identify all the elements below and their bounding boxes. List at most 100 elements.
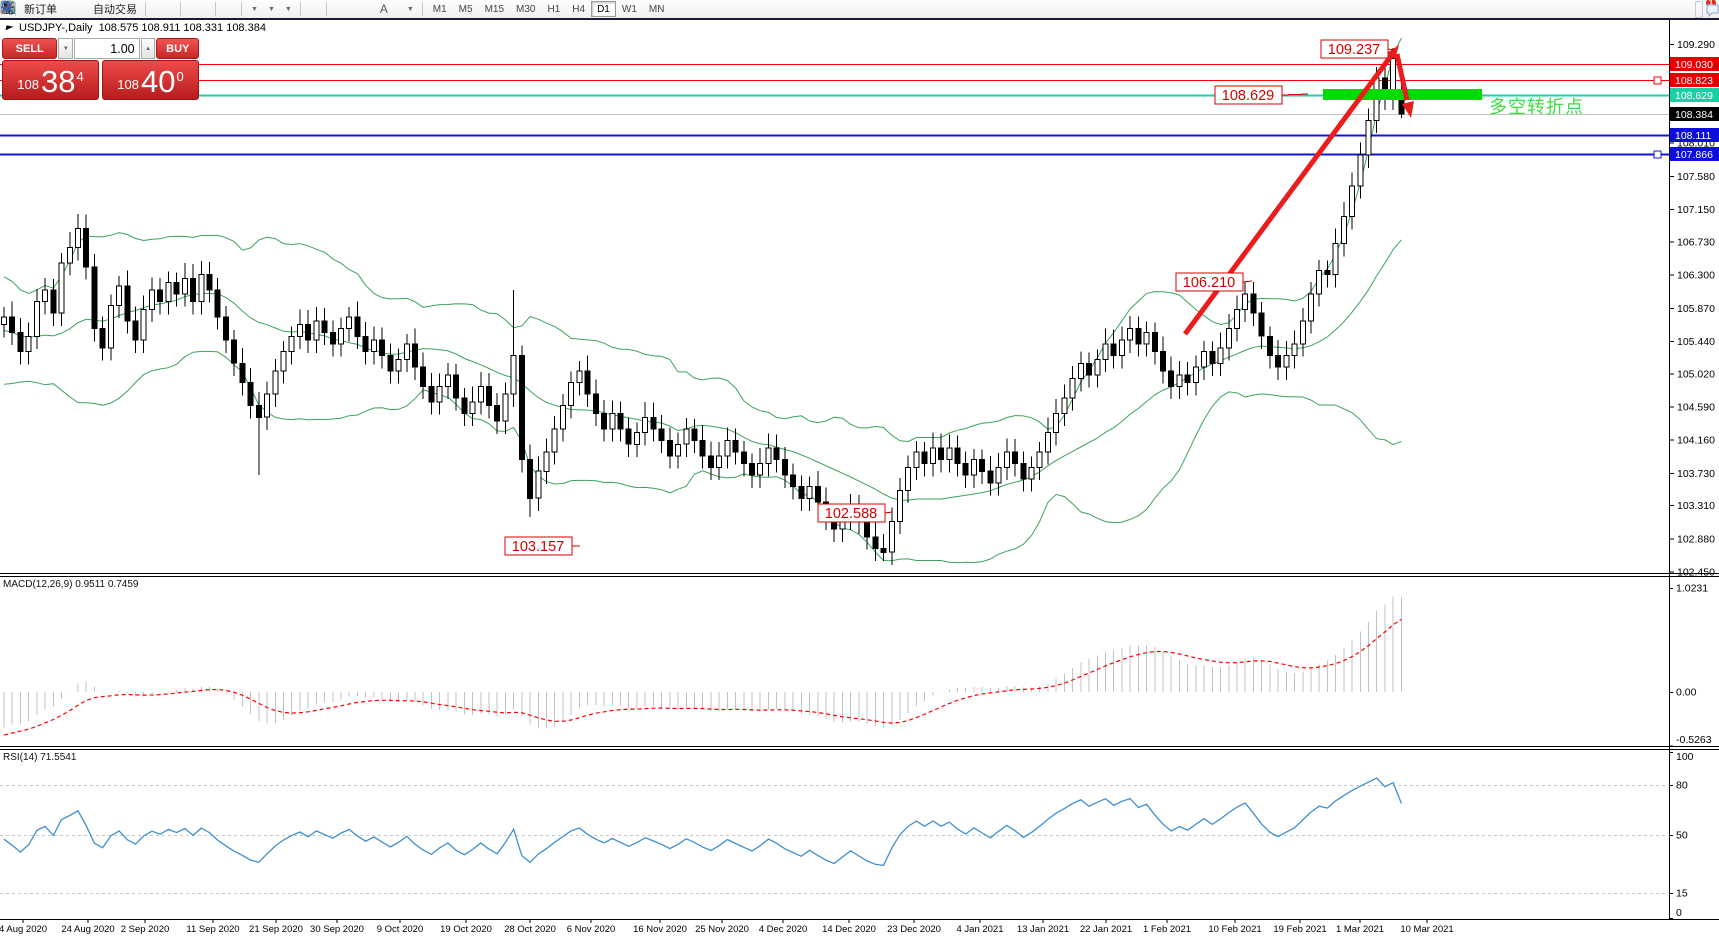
volume-decrease-button[interactable]: ▼ bbox=[58, 38, 74, 59]
price-annotation-labels[interactable]: 109.237 108.629 106.210 103.157 102.588 bbox=[504, 39, 1395, 556]
svg-text:30 Sep 2020: 30 Sep 2020 bbox=[310, 924, 364, 935]
sell-price-tile[interactable]: 108 38 4 bbox=[2, 60, 99, 100]
notification-count-badge: 1 bbox=[1706, 0, 1716, 8]
timeframe-M30[interactable]: M30 bbox=[516, 3, 536, 15]
svg-text:0.00: 0.00 bbox=[1676, 687, 1697, 699]
new-order-label: 新订单 bbox=[24, 4, 57, 16]
svg-text:10 Feb 2021: 10 Feb 2021 bbox=[1208, 924, 1261, 935]
timeframe-MN[interactable]: MN bbox=[648, 3, 665, 15]
volume-input[interactable]: 1.00 bbox=[74, 38, 140, 59]
svg-text:80: 80 bbox=[1676, 780, 1688, 792]
community-icon[interactable] bbox=[1, 1, 79, 18]
horizontal-level-lines[interactable] bbox=[0, 64, 1669, 159]
svg-text:4 Dec 2020: 4 Dec 2020 bbox=[759, 924, 808, 935]
new-order-button[interactable]: 新订单 bbox=[1, 0, 61, 18]
svg-text:102.880: 102.880 bbox=[1677, 533, 1715, 545]
svg-text:109.030: 109.030 bbox=[1675, 59, 1713, 71]
chart-ohlc-values: 108.575 108.911 108.331 108.384 bbox=[98, 22, 266, 34]
arrows-tool[interactable]: ▼ bbox=[2, 1, 418, 18]
chart-symbol-period: USDJPY-,Daily bbox=[19, 22, 93, 34]
svg-text:109.290: 109.290 bbox=[1677, 39, 1715, 51]
buy-button[interactable]: BUY bbox=[156, 38, 200, 59]
svg-text:25 Nov 2020: 25 Nov 2020 bbox=[695, 924, 749, 935]
styler-icon[interactable] bbox=[1, 1, 70, 18]
svg-text:4 Jan 2021: 4 Jan 2021 bbox=[956, 924, 1003, 935]
timeframe-M5[interactable]: M5 bbox=[458, 3, 473, 15]
support-zone-rectangle[interactable] bbox=[1323, 89, 1482, 100]
svg-text:14 Dec 2020: 14 Dec 2020 bbox=[822, 924, 876, 935]
notifications-icon[interactable]: 1 bbox=[1704, 0, 1719, 18]
separator bbox=[421, 2, 423, 16]
svg-text:103.157: 103.157 bbox=[512, 539, 564, 555]
timeframe-D1[interactable]: D1 bbox=[591, 1, 616, 17]
svg-text:104.590: 104.590 bbox=[1677, 401, 1715, 413]
new-chart-icon[interactable] bbox=[0, 1, 228, 18]
periods-button[interactable]: ▼ bbox=[1, 1, 279, 18]
zoom-out-icon[interactable] bbox=[1, 1, 202, 18]
svg-text:108.629: 108.629 bbox=[1222, 88, 1274, 104]
volume-increase-button[interactable]: ▲ bbox=[140, 38, 156, 59]
svg-text:103.310: 103.310 bbox=[1677, 500, 1715, 512]
svg-text:106.730: 106.730 bbox=[1677, 236, 1715, 248]
vertical-line-tool[interactable] bbox=[6, 1, 339, 18]
zoom-in-icon[interactable] bbox=[1, 1, 193, 18]
svg-text:103.730: 103.730 bbox=[1677, 468, 1715, 480]
svg-text:10 Mar 2021: 10 Mar 2021 bbox=[1400, 924, 1453, 935]
sell-price-point: 4 bbox=[76, 69, 84, 84]
sell-button[interactable]: SELL bbox=[2, 38, 58, 59]
toolbar: 新订单 自动交易 ▼ bbox=[0, 0, 1719, 20]
timeframe-H4[interactable]: H4 bbox=[572, 3, 586, 15]
svg-text:22 Jan 2021: 22 Jan 2021 bbox=[1080, 924, 1132, 935]
note-text[interactable]: 多空转折点 bbox=[1489, 97, 1584, 117]
svg-text:107.580: 107.580 bbox=[1677, 171, 1715, 183]
autotrade-button[interactable]: 自动交易 bbox=[0, 1, 141, 18]
timeframe-M15[interactable]: M15 bbox=[484, 3, 505, 15]
svg-text:1 Feb 2021: 1 Feb 2021 bbox=[1143, 924, 1191, 935]
svg-text:4 Aug 2020: 4 Aug 2020 bbox=[0, 924, 47, 935]
sell-price-pips: 38 bbox=[40, 64, 76, 100]
candlesticks bbox=[1, 48, 1405, 565]
svg-text:1.0231: 1.0231 bbox=[1676, 583, 1708, 595]
text-label-tool[interactable]: T bbox=[1, 1, 401, 18]
svg-text:MACD(12,26,9) 0.9511 0.7459: MACD(12,26,9) 0.9511 0.7459 bbox=[3, 579, 139, 590]
svg-text:107.866: 107.866 bbox=[1675, 149, 1713, 161]
bar-chart-icon[interactable] bbox=[1, 1, 158, 18]
chart-title: USDJPY-,Daily 108.575 108.911 108.331 10… bbox=[5, 22, 266, 34]
crosshair-tool[interactable] bbox=[1, 1, 322, 18]
horizontal-line-tool[interactable] bbox=[1, 1, 348, 18]
svg-text:19 Oct 2020: 19 Oct 2020 bbox=[440, 924, 492, 935]
line-chart-icon[interactable] bbox=[0, 1, 176, 18]
svg-text:11 Sep 2020: 11 Sep 2020 bbox=[186, 924, 239, 935]
separator bbox=[215, 2, 216, 16]
svg-text:106.300: 106.300 bbox=[1677, 270, 1715, 282]
templates-button[interactable]: ▼ bbox=[0, 1, 296, 18]
timeframe-H1[interactable]: H1 bbox=[547, 3, 561, 15]
timeframe-M1[interactable]: M1 bbox=[432, 3, 447, 15]
svg-text:15: 15 bbox=[1676, 888, 1688, 900]
svg-text:23 Dec 2020: 23 Dec 2020 bbox=[887, 924, 941, 935]
tile-windows-icon[interactable] bbox=[1, 1, 211, 18]
svg-text:102.450: 102.450 bbox=[1677, 567, 1715, 579]
search-icon[interactable] bbox=[1, 0, 1703, 18]
buy-price-point: 0 bbox=[176, 69, 184, 84]
profile-window-icon[interactable] bbox=[0, 1, 237, 18]
cursor-tool[interactable] bbox=[4, 1, 313, 18]
buy-price-tile[interactable]: 108 40 0 bbox=[102, 60, 199, 100]
svg-text:24 Aug 2020: 24 Aug 2020 bbox=[61, 924, 114, 935]
candlestick-chart-icon[interactable] bbox=[2, 1, 167, 18]
svg-text:108.629: 108.629 bbox=[1675, 90, 1713, 102]
text-tool[interactable]: A bbox=[379, 2, 388, 16]
equidistant-channel-tool[interactable]: E bbox=[0, 1, 366, 18]
indicators-button[interactable]: ▼ bbox=[0, 1, 262, 18]
signal-icon[interactable] bbox=[2, 1, 88, 18]
timeframe-W1[interactable]: W1 bbox=[621, 3, 637, 15]
price-axis: 109.290108.010107.580107.150106.730106.3… bbox=[1669, 39, 1719, 579]
separator bbox=[145, 2, 146, 16]
svg-text:107.150: 107.150 bbox=[1677, 204, 1715, 216]
svg-text:28 Oct 2020: 28 Oct 2020 bbox=[504, 924, 556, 935]
fibonacci-tool[interactable]: F bbox=[1, 1, 375, 18]
separator bbox=[325, 2, 327, 16]
trendline-tool[interactable] bbox=[1, 1, 357, 18]
